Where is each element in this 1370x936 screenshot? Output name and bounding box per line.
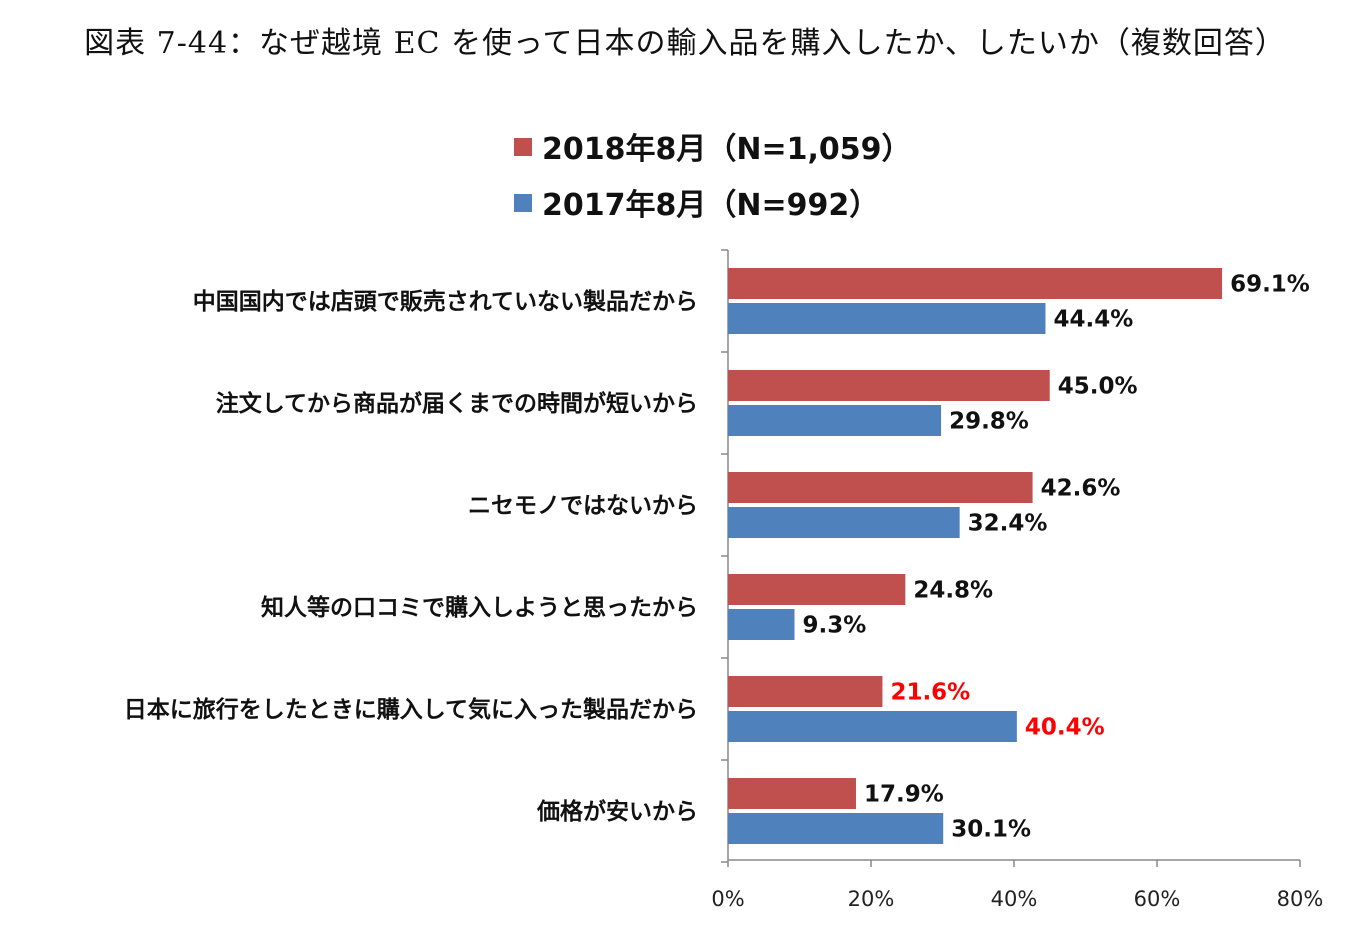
- data-label-s1-c0: 44.4%: [1053, 307, 1133, 333]
- bar-s1-c3: [728, 609, 795, 640]
- data-label-s0-c5: 17.9%: [864, 782, 944, 808]
- data-label-s0-c0: 69.1%: [1230, 272, 1310, 298]
- bar-s0-c3: [728, 574, 906, 605]
- bar-s1-c1: [728, 405, 942, 436]
- bar-s1-c2: [728, 507, 960, 538]
- data-label-s1-c5: 30.1%: [951, 817, 1031, 843]
- x-tick-label-4: 80%: [1277, 887, 1324, 911]
- x-tick-label-3: 60%: [1134, 887, 1181, 911]
- bar-s1-c5: [728, 813, 944, 844]
- data-label-s1-c4: 40.4%: [1025, 715, 1105, 741]
- category-label-4: 日本に旅行をしたときに購入して気に入った製品だから: [124, 696, 698, 723]
- bar-s0-c4: [728, 676, 883, 707]
- bar-s1-c4: [728, 711, 1017, 742]
- data-label-s0-c3: 24.8%: [913, 578, 993, 604]
- figure-title: 図表 7-44：なぜ越境 EC を使って日本の輸入品を購入したか、したいか（複数…: [84, 26, 1286, 61]
- data-label-s1-c2: 32.4%: [968, 511, 1048, 537]
- legend-swatch-0: [514, 138, 532, 156]
- legend-label-1: 2017年8月（N=992）: [542, 188, 879, 223]
- x-tick-label-0: 0%: [711, 887, 744, 911]
- data-label-s0-c4: 21.6%: [890, 680, 970, 706]
- bar-s1-c0: [728, 303, 1046, 334]
- category-label-5: 価格が安いから: [536, 798, 698, 825]
- data-label-s1-c1: 29.8%: [949, 409, 1029, 435]
- data-label-s1-c3: 9.3%: [802, 613, 866, 639]
- x-tick-label-1: 20%: [848, 887, 895, 911]
- legend-swatch-1: [514, 194, 532, 212]
- data-label-s0-c2: 42.6%: [1041, 476, 1121, 502]
- bar-s0-c0: [728, 268, 1223, 299]
- bar-s0-c5: [728, 778, 856, 809]
- category-label-0: 中国国内では店頭で販売されていない製品だから: [193, 288, 698, 315]
- bar-s0-c2: [728, 472, 1033, 503]
- bar-s0-c1: [728, 370, 1050, 401]
- category-label-3: 知人等の口コミで購入しようと思ったから: [261, 594, 698, 621]
- category-label-2: ニセモノではないから: [468, 493, 698, 519]
- category-label-1: 注文してから商品が届くまでの時間が短いから: [216, 390, 698, 417]
- data-label-s0-c1: 45.0%: [1058, 374, 1138, 400]
- legend-label-0: 2018年8月（N=1,059）: [542, 132, 912, 167]
- x-tick-label-2: 40%: [991, 887, 1038, 911]
